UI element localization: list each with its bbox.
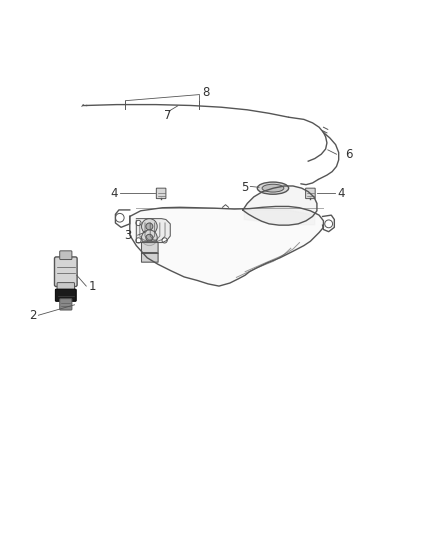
- FancyBboxPatch shape: [54, 257, 77, 287]
- Polygon shape: [130, 206, 323, 286]
- Ellipse shape: [262, 184, 284, 192]
- Text: 3: 3: [124, 229, 131, 241]
- FancyBboxPatch shape: [55, 289, 76, 301]
- FancyBboxPatch shape: [306, 188, 315, 199]
- Text: 5: 5: [241, 181, 248, 194]
- Text: 7: 7: [164, 109, 172, 122]
- Circle shape: [141, 219, 157, 235]
- Polygon shape: [141, 241, 158, 254]
- Polygon shape: [244, 210, 315, 225]
- Circle shape: [146, 223, 153, 230]
- Circle shape: [146, 235, 153, 241]
- FancyBboxPatch shape: [57, 282, 74, 292]
- Circle shape: [162, 238, 167, 243]
- Ellipse shape: [257, 182, 289, 194]
- Circle shape: [141, 230, 157, 246]
- FancyBboxPatch shape: [60, 251, 72, 260]
- Circle shape: [325, 220, 332, 228]
- Circle shape: [136, 238, 141, 243]
- Text: 4: 4: [337, 187, 345, 200]
- Polygon shape: [141, 253, 158, 262]
- Text: 1: 1: [88, 280, 96, 293]
- Circle shape: [136, 220, 141, 225]
- Text: 6: 6: [345, 148, 353, 161]
- Polygon shape: [243, 186, 317, 225]
- FancyBboxPatch shape: [156, 188, 166, 199]
- Polygon shape: [136, 219, 170, 243]
- FancyBboxPatch shape: [60, 298, 72, 310]
- Text: 4: 4: [110, 187, 118, 200]
- Text: 2: 2: [29, 309, 36, 322]
- Circle shape: [116, 213, 124, 222]
- Text: 8: 8: [202, 86, 210, 99]
